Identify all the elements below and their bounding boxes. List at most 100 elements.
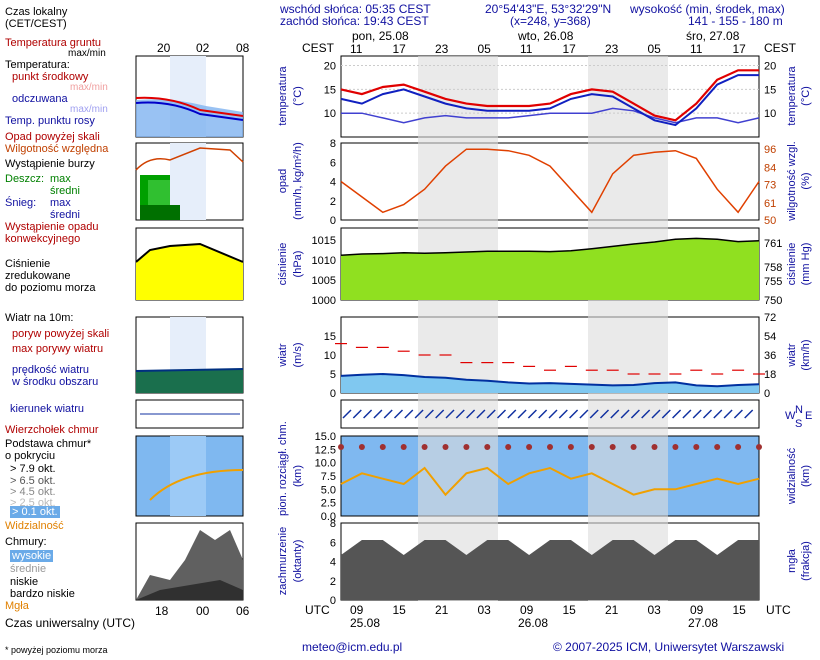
hour-bottom-label: 21 [435,603,449,617]
wind-arrow [373,409,383,419]
wind-arrow [352,409,362,419]
cloud-top-dot [400,444,407,450]
axis-title: ciśnienie [786,242,798,286]
cloud-tick: 0 [330,595,336,607]
cloud-tick: 2 [330,576,336,588]
wind-arrow [455,409,465,419]
dew-line [341,107,760,124]
cloud-top-dot [651,444,658,450]
legend-high: wysokie [10,550,54,562]
axis-title: wilgotność wzgl. [786,141,798,221]
visibility-line [340,466,760,497]
cloud-tick: 6 [330,537,336,549]
wind-kmh-tick: 18 [764,369,776,381]
wind-tick: 0 [330,388,336,400]
wind-arrow [599,409,610,419]
legend-wind-title: Wiatr na 10m: [5,312,74,324]
precip-tick: 2 [330,196,336,208]
temp-tick-right: 15 [764,84,776,96]
legend-conv: Wystąpienie opadu [5,221,99,233]
day-top-1: pon, 25.08 [352,29,409,43]
legend-snow-mid: średni [50,209,80,221]
sunrise: wschód słońca: 05:35 CEST [280,2,431,16]
precip-tick: 4 [330,177,336,189]
compass-label: S [795,418,803,430]
legend-soil-temp: Temperatura gruntu [5,37,101,49]
legend-okt-3: > 4.5 okt. [10,486,56,498]
wind-line [340,372,760,388]
pressure-mmhg-tick: 761 [764,238,782,250]
hour-top-label: 11 [350,42,363,56]
wind-arrow [558,409,568,419]
cloud-top-dot [547,444,553,450]
wind-kmh-tick: 36 [764,350,776,362]
temp-tick-right: 20 [764,61,776,73]
wind-arrow [342,409,352,419]
legend-visibility: Widzialność [5,520,64,532]
legend-temperature: Temperatura: [5,59,70,71]
legend-cloud-base: Podstawa chmur* [5,438,92,450]
wind-tick: 10 [324,350,336,362]
pressure-tick: 1000 [312,295,336,307]
wind-arrow [569,409,579,419]
hour-top-label: 17 [732,42,746,56]
wind-arrow [414,409,424,419]
axis-title: wiatr [786,343,798,367]
hour-bottom-label: 03 [647,603,661,617]
contact-email[interactable]: meteo@icm.edu.pl [302,640,403,654]
wind-kmh-tick: 54 [764,331,776,343]
legend-local-hour-1: 20 [157,41,171,55]
cloud-height-tick: 10.0 [315,458,336,470]
legend-low: niskie [10,576,39,588]
wind-arrow [641,409,651,419]
hour-top-label: 23 [605,42,619,56]
legend-pressure-2: zredukowane [5,270,71,282]
cloud-area [341,540,759,600]
axis-title: (hPa) [292,250,304,278]
axis-title: (°C) [800,86,812,106]
axis-title: opad [277,168,289,194]
hour-bottom-label: 09 [690,603,704,617]
day-bottom-3: 27.08 [688,616,719,630]
wind-kmh-tick: 0 [764,388,770,400]
temp-tick-left: 20 [324,61,336,73]
wind-arrow [713,409,723,419]
wind-arrow [476,409,486,419]
wind-tick: 15 [324,331,336,343]
wind-kmh-tick: 72 [764,312,776,324]
axis-title: mgła [786,549,798,573]
legend-gust-over: poryw powyżej skali [12,328,110,340]
cloud-top-dot [588,444,595,450]
wind-arrow [723,409,733,419]
legend-utc-time: Czas uniwersalny (UTC) [5,616,136,630]
day-top-2: wto, 26.08 [518,29,574,43]
legend-very-low: bardzo niskie [10,588,75,600]
hour-bottom-label: 03 [477,603,491,617]
wind-arrow [589,409,599,419]
wind-arrow [517,409,527,419]
hour-top-label: 17 [562,42,576,56]
legend-wind-dir: kierunek wiatru [10,403,84,415]
compass-label: E [805,410,813,422]
cloud-top-dot [338,444,344,450]
felt-line [340,74,759,127]
legend-precip-over: Opad powyżej skali [5,131,100,143]
cloud-top-dot [735,444,742,450]
cloud-top-dot [421,444,428,450]
precip-tick: 0 [330,215,336,227]
wind-arrow [672,409,682,419]
wind-arrow [692,409,702,419]
axis-title: (km/h) [800,339,812,371]
pressure-line [340,237,760,256]
footnote: * powyżej poziomu morza [5,645,108,655]
legend-snow: Śnieg: [5,197,37,209]
cloud-top-dot [379,444,386,450]
axis-title: (km) [292,465,304,487]
axis-title: ciśnienie [277,242,289,286]
wind-arrow [404,409,414,419]
temp-line [340,69,759,122]
day-top-3: śro, 27.08 [686,29,740,43]
wind-arrow [435,409,445,419]
legend-rain-mid: średni [50,185,80,197]
legend-okt-5: > 0.1 okt. [10,506,60,518]
